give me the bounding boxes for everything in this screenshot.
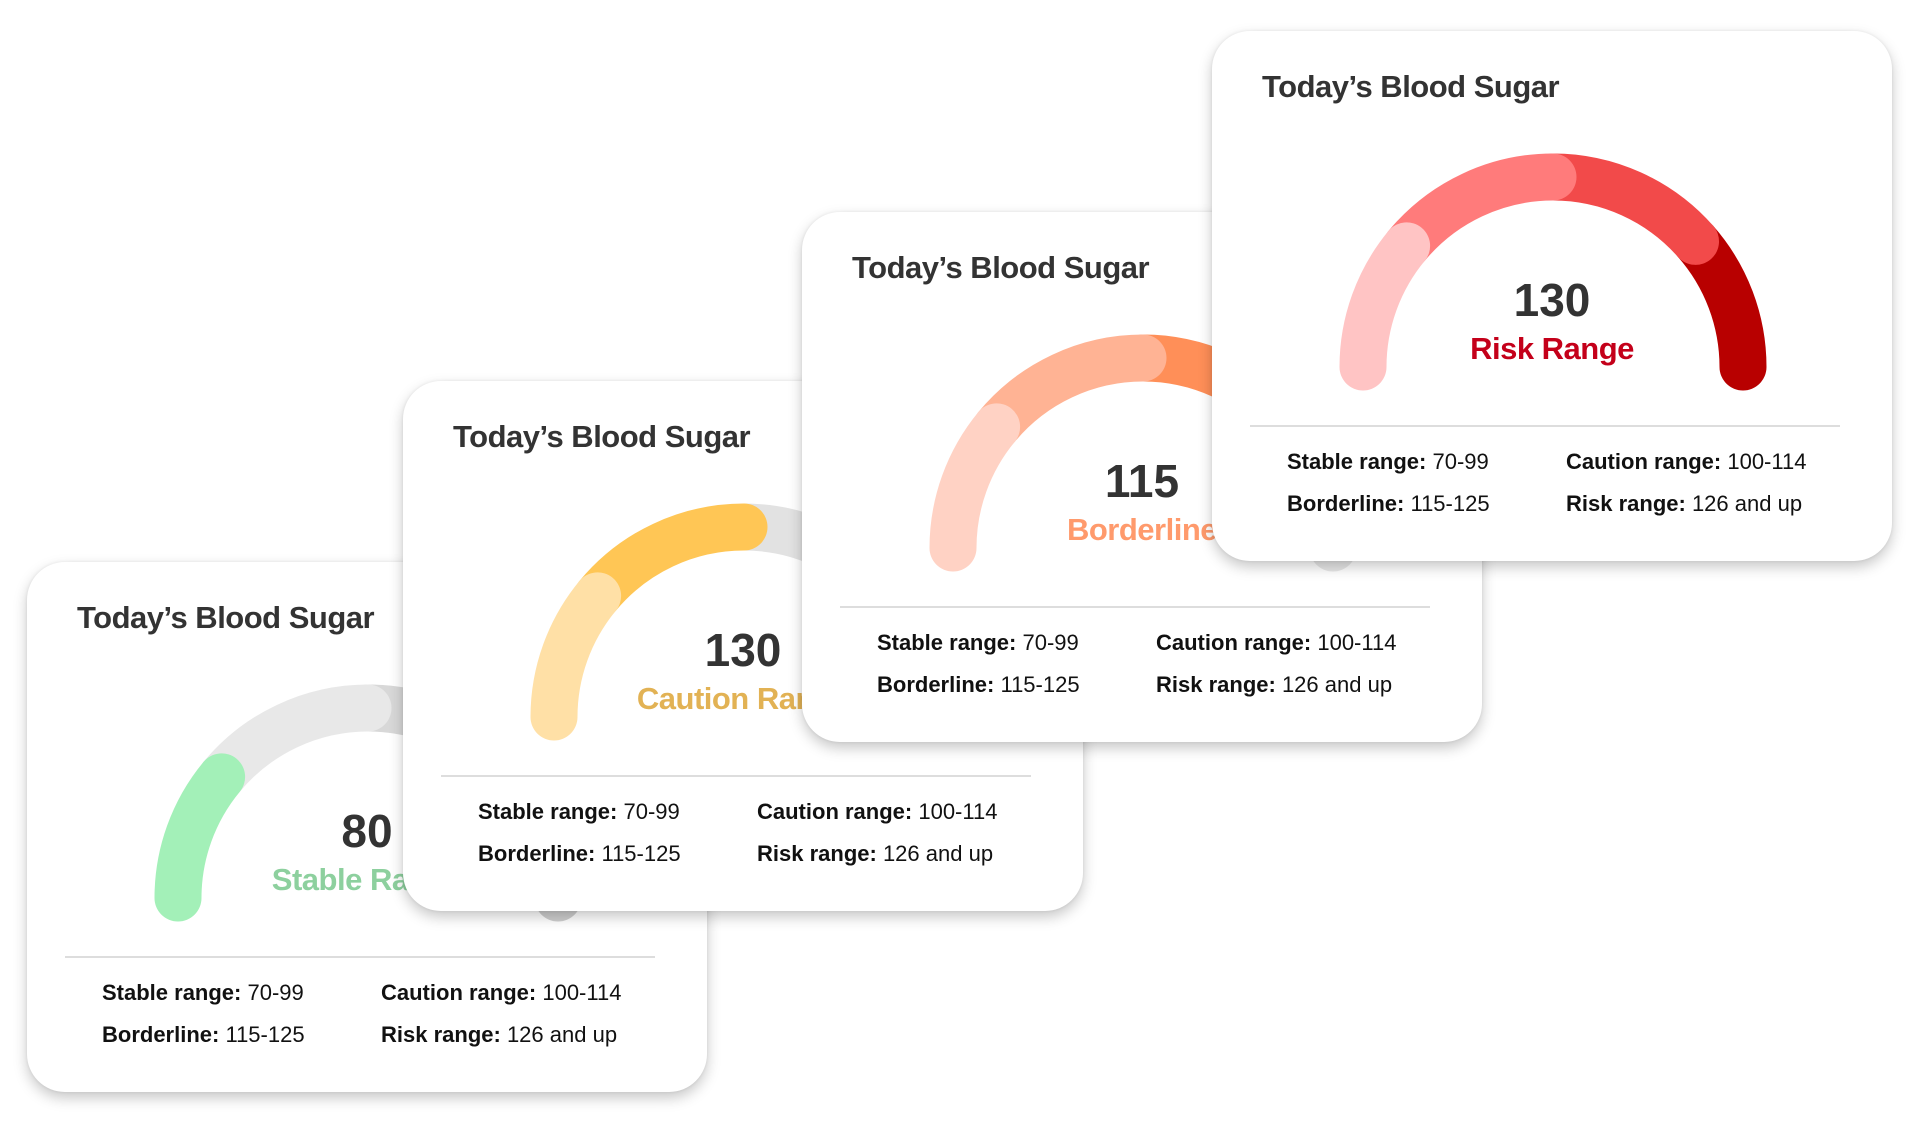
gauge-segment-1 [154,753,246,922]
legend-label: Stable range: [1287,449,1427,474]
legend-label: Caution range: [757,799,913,824]
legend-label: Borderline: [478,841,596,866]
legend-value: 126 and up [500,1022,618,1047]
legend-label: Caution range: [381,980,537,1005]
legend-item: Caution range: 100-114 [1566,449,1806,475]
legend-item: Risk range: 126 and up [381,1022,617,1048]
card-title: Today’s Blood Sugar [852,250,1150,285]
legend-item: Caution range: 100-114 [381,980,621,1006]
legend-item: Risk range: 126 and up [1156,672,1392,698]
blood-sugar-value: 130 [1513,274,1591,326]
legend-item: Stable range: 70-99 [102,980,304,1006]
gauge-segment-1 [929,403,1021,572]
gauge-segment-2 [973,334,1167,451]
legend-label: Stable range: [877,630,1017,655]
legend-item: Caution range: 100-114 [757,799,997,825]
legend-item: Borderline: 115-125 [877,672,1080,698]
legend-item: Borderline: 115-125 [1287,491,1490,517]
gauge-segment-2 [574,503,768,620]
legend-value: 100-114 [912,799,998,824]
legend-label: Borderline: [877,672,995,697]
divider [441,775,1031,777]
legend-value: 115-125 [219,1022,305,1047]
card-title: Today’s Blood Sugar [1262,69,1560,104]
blood-sugar-value: 115 [1104,455,1180,507]
legend-item: Caution range: 100-114 [1156,630,1396,656]
divider [1250,425,1840,427]
range-status-label: Borderline [1066,512,1218,547]
blood-sugar-gauge [1339,153,1767,391]
legend-label: Caution range: [1566,449,1722,474]
blood-sugar-value: 80 [341,805,393,857]
blood-sugar-value: 130 [704,624,782,676]
divider [65,956,655,958]
legend-value: 70-99 [617,799,680,824]
legend-label: Stable range: [102,980,242,1005]
legend-item: Borderline: 115-125 [102,1022,305,1048]
legend-value: 115-125 [1404,491,1490,516]
legend-item: Stable range: 70-99 [478,799,680,825]
legend-value: 70-99 [1016,630,1079,655]
legend-value: 100-114 [1721,449,1807,474]
legend-label: Risk range: [1566,491,1686,516]
legend-label: Caution range: [1156,630,1312,655]
divider [840,606,1430,608]
legend-value: 115-125 [994,672,1080,697]
gauge-segment-2 [198,684,392,801]
legend-value: 100-114 [1311,630,1397,655]
legend-value: 70-99 [1426,449,1489,474]
gauge-segment-1 [1339,222,1431,391]
legend-item: Stable range: 70-99 [877,630,1079,656]
legend-label: Borderline: [102,1022,220,1047]
legend-item: Risk range: 126 and up [757,841,993,867]
legend-label: Borderline: [1287,491,1405,516]
legend-value: 100-114 [536,980,622,1005]
legend-value: 126 and up [876,841,994,866]
legend-value: 126 and up [1685,491,1803,516]
legend-item: Stable range: 70-99 [1287,449,1489,475]
gauge-segment-2 [1383,153,1577,270]
card-title: Today’s Blood Sugar [453,419,751,454]
legend-label: Risk range: [757,841,877,866]
legend-label: Stable range: [478,799,618,824]
gauge-segment-1 [530,572,622,741]
legend-value: 126 and up [1275,672,1393,697]
legend-label: Risk range: [381,1022,501,1047]
legend-item: Borderline: 115-125 [478,841,681,867]
legend-value: 70-99 [241,980,304,1005]
legend-item: Risk range: 126 and up [1566,491,1802,517]
legend-label: Risk range: [1156,672,1276,697]
card-title: Today’s Blood Sugar [77,600,375,635]
blood-sugar-card-risk: Today’s Blood Sugar 130 Risk Range Stabl… [1212,31,1892,561]
legend-value: 115-125 [595,841,681,866]
range-status-label: Risk Range [1470,331,1634,366]
